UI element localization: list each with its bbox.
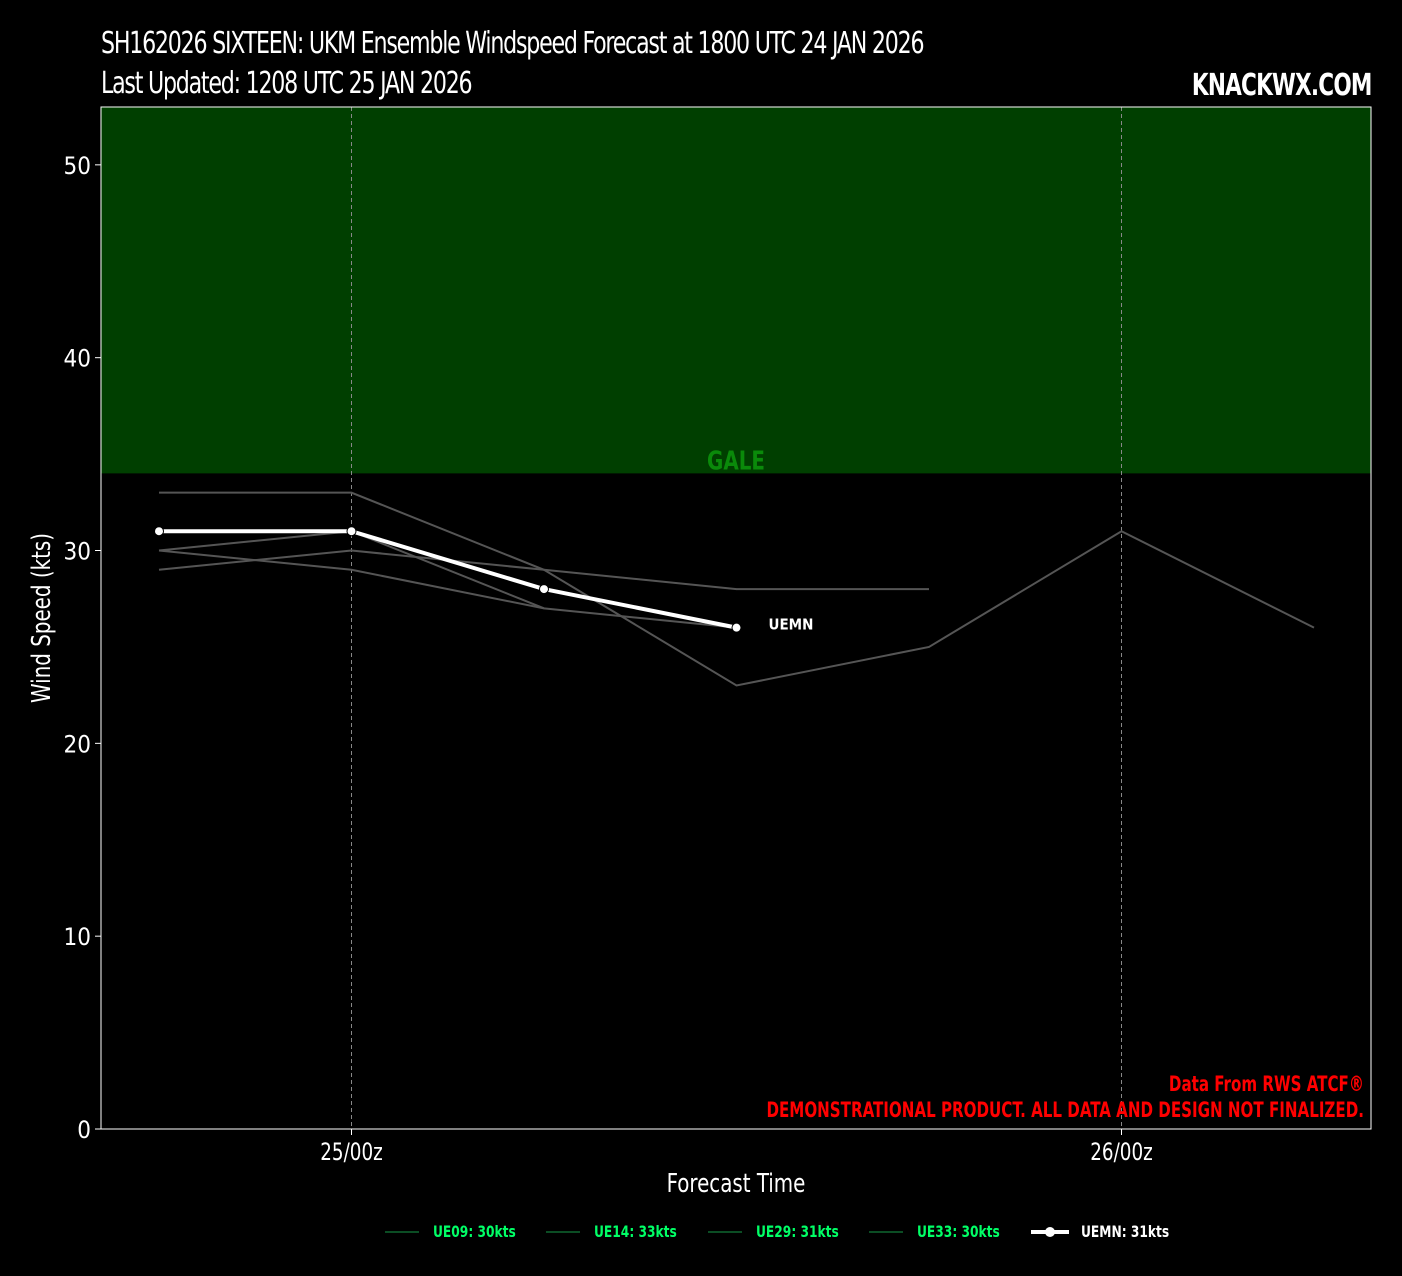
legend-item-ue09: UE09: 30kts	[385, 1222, 530, 1241]
legend-swatch	[869, 1230, 904, 1233]
brand-logo: KNACKWX.COM	[1192, 68, 1372, 103]
legend-label: UE14: 33kts	[594, 1222, 678, 1241]
gale-label: GALE	[707, 446, 765, 476]
legend-item-uemn: UEMN: 31kts	[1030, 1222, 1185, 1241]
x-tick-label: 25/00z	[320, 1138, 382, 1166]
series-line-uemn	[159, 529, 737, 630]
legend-label: UE33: 30kts	[917, 1222, 1000, 1241]
legend-swatch	[707, 1230, 742, 1233]
y-tick-label: 0	[77, 1116, 91, 1144]
x-tick-label: 26/00z	[1090, 1138, 1152, 1166]
y-tick-label: 10	[64, 923, 91, 951]
y-tick-label: 20	[64, 730, 91, 758]
marker-icon	[1044, 1226, 1055, 1237]
data-point-uemn	[731, 622, 742, 633]
data-point-uemn	[539, 584, 549, 595]
chart-title: SH162026 SIXTEEN: UKM Ensemble Windspeed…	[101, 26, 925, 61]
y-tick-label: 30	[64, 538, 91, 566]
legend-swatch	[1030, 1226, 1069, 1237]
series-line-ue14	[159, 491, 1315, 687]
data-source-annotation: DEMONSTRATIONAL PRODUCT. ALL DATA AND DE…	[766, 1098, 1364, 1122]
x-axis-label: Forecast Time	[667, 1168, 806, 1198]
series-line-ue33	[158, 549, 737, 629]
legend-item-ue33: UE33: 30kts	[869, 1222, 1014, 1241]
data-source-annotation: Data From RWS ATCF®	[1169, 1072, 1364, 1096]
legend-swatch	[546, 1230, 581, 1233]
legend: UE09: 30kts UE14: 33kts UE29: 31kts UE33: 3…	[385, 1222, 1200, 1241]
legend-item-ue14: UE14: 33kts	[546, 1222, 691, 1241]
gale-band	[101, 107, 1371, 474]
legend-label: UEMN: 31kts	[1080, 1222, 1169, 1241]
y-axis-label: Wind Speed (kts)	[26, 533, 56, 703]
legend-label: UE09: 30kts	[433, 1222, 516, 1241]
series-end-label: UEMN	[769, 616, 814, 634]
plot-frame	[100, 106, 1372, 1130]
data-point-uemn	[154, 526, 164, 537]
legend-swatch	[385, 1230, 419, 1233]
y-tick-label: 40	[64, 345, 91, 373]
chart-subtitle: Last Updated: 1208 UTC 25 JAN 2026	[101, 66, 473, 101]
legend-item-ue29: UE29: 31kts	[707, 1222, 853, 1241]
legend-label: UE29: 31kts	[755, 1222, 839, 1241]
data-point-uemn	[346, 526, 357, 537]
y-tick-label: 50	[64, 152, 91, 180]
